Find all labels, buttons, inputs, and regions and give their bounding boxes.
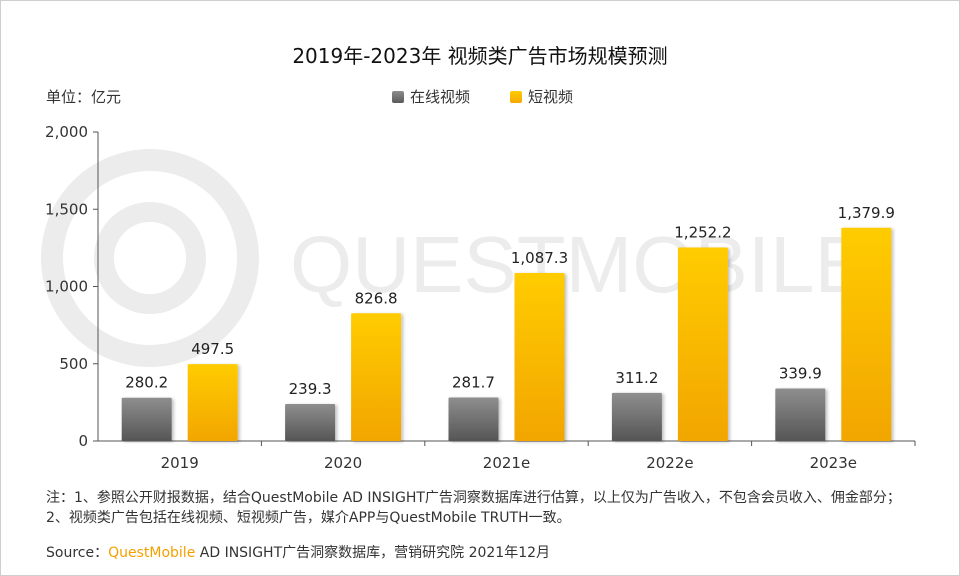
legend-swatch-short-video bbox=[510, 90, 523, 103]
bar-short-video bbox=[841, 227, 892, 441]
source-prefix: Source： bbox=[46, 545, 109, 561]
footnote: 注：1、参照公开财报数据，结合QuestMobile AD INSIGHT广告洞… bbox=[46, 490, 901, 526]
legend-label-short-video: 短视频 bbox=[528, 88, 574, 106]
bar-online-video bbox=[448, 397, 499, 441]
x-tick-label: 2019 bbox=[161, 454, 199, 472]
data-label: 280.2 bbox=[125, 374, 168, 392]
x-tick-label: 2023e bbox=[810, 454, 857, 472]
data-label: 339.9 bbox=[779, 364, 822, 382]
y-tick-label: 1,000 bbox=[45, 278, 88, 296]
data-label: 281.7 bbox=[452, 373, 495, 391]
y-tick-label: 2,000 bbox=[45, 123, 88, 141]
chart-title: 2019年-2023年 视频类广告市场规模预测 bbox=[292, 44, 668, 68]
bar-online-video bbox=[121, 397, 172, 441]
data-label: 239.3 bbox=[289, 380, 332, 398]
x-tick-label: 2020 bbox=[324, 454, 362, 472]
bar-online-video bbox=[775, 388, 826, 441]
legend: 在线视频 短视频 bbox=[392, 86, 573, 107]
legend-item-online-video: 在线视频 bbox=[392, 86, 470, 107]
x-tick-label: 2021e bbox=[483, 454, 530, 472]
source-brand: QuestMobile bbox=[108, 545, 196, 561]
watermark: QUESTMOBILE bbox=[41, 149, 868, 367]
legend-swatch-online-video bbox=[392, 90, 404, 103]
data-label: 1,379.9 bbox=[838, 204, 895, 222]
watermark-text: QUESTMOBILE bbox=[290, 220, 868, 309]
legend-item-short-video: 短视频 bbox=[510, 86, 573, 107]
bar-short-video bbox=[187, 364, 238, 441]
y-tick-label: 0 bbox=[78, 432, 88, 450]
data-label: 497.5 bbox=[191, 340, 234, 358]
data-label: 311.2 bbox=[615, 369, 658, 387]
bar-short-video bbox=[351, 313, 402, 441]
y-tick-label: 1,500 bbox=[45, 200, 88, 218]
source-line: Source：QuestMobile AD INSIGHT广告洞察数据库，营销研… bbox=[46, 542, 550, 562]
data-label: 1,252.2 bbox=[674, 224, 731, 242]
bar-short-video bbox=[514, 273, 565, 441]
bar-short-video bbox=[677, 247, 728, 441]
unit-label: 单位：亿元 bbox=[46, 88, 122, 106]
legend-label-online-video: 在线视频 bbox=[410, 88, 471, 106]
x-tick-label: 2022e bbox=[646, 454, 693, 472]
data-label: 826.8 bbox=[355, 289, 398, 307]
source-rest: AD INSIGHT广告洞察数据库，营销研究院 2021年12月 bbox=[195, 545, 551, 561]
bar-online-video bbox=[285, 404, 336, 441]
data-label: 1,087.3 bbox=[511, 249, 568, 267]
y-tick-label: 500 bbox=[59, 355, 88, 373]
bar-online-video bbox=[611, 392, 662, 441]
